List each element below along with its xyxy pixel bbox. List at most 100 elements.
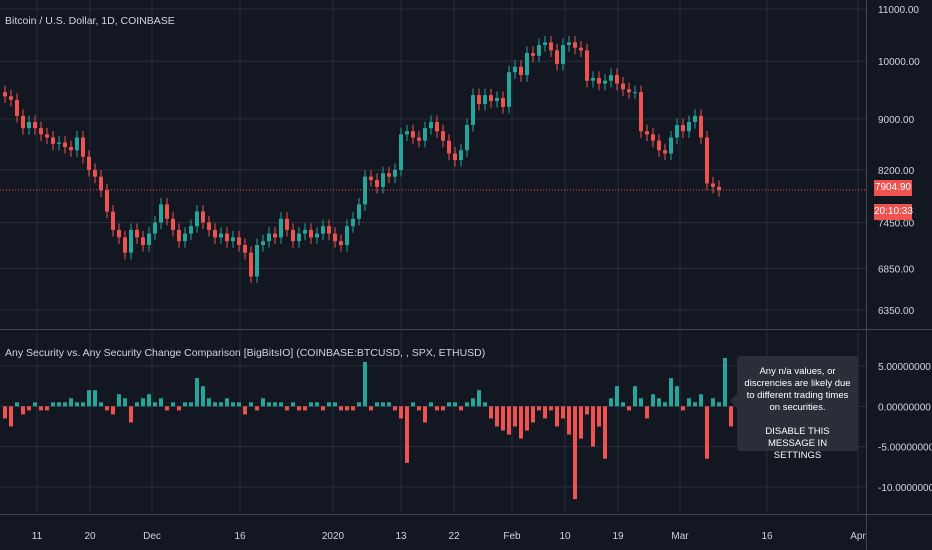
candle-body [297,233,301,242]
candle-body [255,244,259,277]
change-bar [483,402,487,407]
change-bar [519,406,523,439]
candle-body [237,237,241,245]
change-bar [717,402,721,407]
change-bar [453,402,457,407]
change-bar [723,357,727,407]
candle-body [603,80,607,84]
change-bar [663,402,667,407]
change-bar [729,406,733,427]
change-bar [303,406,307,411]
candle-body [285,218,289,230]
candle-body [441,131,445,141]
candle-body [651,134,655,141]
candle-body [45,134,49,138]
candle-body [309,229,313,238]
candle-body [363,176,367,205]
change-bar [225,398,229,407]
change-bar [57,402,61,407]
change-bar [693,402,697,407]
candle-body [507,72,511,107]
candle-body [201,211,205,223]
price-tick-label: 11000.00 [878,5,919,16]
change-bar [591,406,595,447]
change-bar [387,402,391,407]
candle-body [165,204,169,219]
change-bar [507,406,511,435]
change-bar [213,402,217,407]
change-bar [159,398,163,407]
change-bar [639,398,643,407]
candle-body [75,137,79,151]
candle-body [693,115,697,122]
change-bar [27,406,31,411]
indicator-pane-title: Any Security vs. Any Security Change Com… [5,347,485,359]
change-bar [273,402,277,407]
change-bar [267,402,271,407]
change-bar [711,398,715,407]
candle-body [435,121,439,132]
candle-body [411,131,415,138]
time-tick-label: 22 [448,531,460,542]
change-bar [363,361,367,407]
candle-body [543,42,547,46]
candle-body [627,89,631,93]
candle-body [333,233,337,242]
candle-body [423,128,427,141]
change-bar [51,402,55,407]
change-bar [117,394,121,407]
change-bar [435,406,439,411]
candle-body [33,121,37,129]
change-bar [183,402,187,407]
change-bar [429,402,433,407]
candle-body [339,241,343,245]
time-tick-label: 19 [612,531,624,542]
change-bar [339,406,343,411]
candle-body [21,115,25,129]
last-price-badge: 7904.90 [874,180,912,196]
candle-body [39,128,43,135]
change-bar [189,402,193,407]
candle-body [429,121,433,129]
change-bar [279,402,283,407]
candle-body [15,99,19,116]
candle-body [471,95,475,126]
indicator-tick-label: 5.00000000 [878,362,931,373]
change-bar [579,406,583,439]
candle-body [639,92,643,132]
time-tick-label: 11 [32,531,43,542]
change-bar [675,386,679,407]
change-bar [531,406,535,423]
change-bar [621,402,625,407]
change-bar [351,406,355,411]
price-candles [0,35,866,284]
change-bar [501,406,505,431]
candle-body [657,140,661,151]
candle-body [387,173,391,177]
price-tick-label: 10000.00 [878,57,920,68]
candle-body [189,226,193,234]
candle-body [573,42,577,48]
time-tick-label: 20 [84,531,96,542]
change-bar [597,406,601,427]
candle-body [315,233,319,238]
change-bar [633,386,637,407]
change-bar [309,402,313,407]
candle-body [405,131,409,135]
candle-body [57,142,61,144]
candle-body [3,92,7,97]
candle-body [417,137,421,141]
change-bar [513,406,517,427]
candle-body [327,226,331,234]
candle-body [105,190,109,212]
candle-body [177,229,181,242]
price-pane-title: Bitcoin / U.S. Dollar, 1D, COINBASE [5,15,175,27]
tooltip-disable-button[interactable]: DISABLE THIS MESSAGE IN SETTINGS [765,426,830,461]
change-bar [87,390,91,407]
candle-body [459,150,463,161]
candle-body [87,156,91,170]
candle-body [615,75,619,84]
candle-body [63,142,67,148]
